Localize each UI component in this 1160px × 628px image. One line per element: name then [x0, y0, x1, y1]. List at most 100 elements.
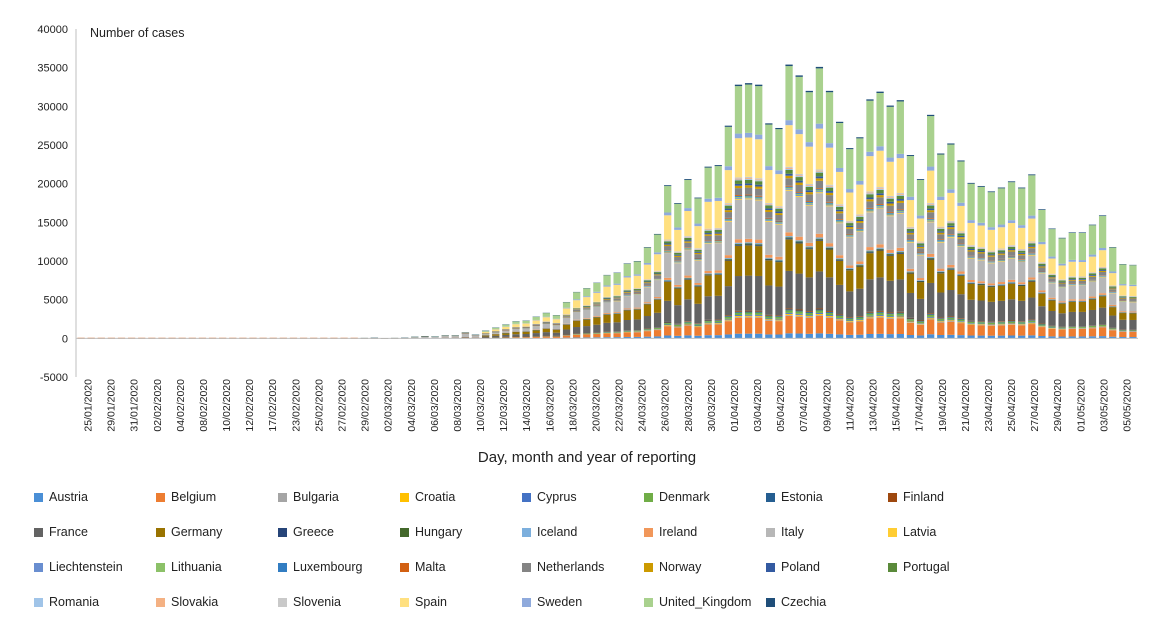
- bar-segment: [724, 170, 733, 204]
- bar-segment: [755, 139, 763, 179]
- bar-segment: [775, 207, 783, 208]
- bar-segment: [1058, 283, 1066, 287]
- bar-segment: [755, 195, 763, 197]
- bar-segment: [886, 314, 894, 317]
- bar-segment: [542, 312, 550, 317]
- bar-segment: [835, 121, 844, 123]
- bar-segment: [795, 193, 803, 195]
- bar-segment: [664, 215, 672, 240]
- bar-segment: [876, 314, 884, 316]
- bar-segment: [886, 280, 894, 313]
- bar-segment: [997, 321, 1006, 322]
- bar-segment: [674, 256, 682, 261]
- bar-segment: [481, 336, 490, 338]
- bar-segment: [684, 211, 692, 237]
- bar-segment: [906, 240, 915, 241]
- bar-segment: [583, 334, 591, 338]
- bar-segment: [856, 265, 864, 266]
- bar-segment: [957, 232, 965, 233]
- bar-segment: [765, 211, 773, 218]
- bar-segment: [573, 320, 581, 328]
- bar-segment: [1028, 280, 1036, 282]
- bar-segment: [664, 322, 672, 324]
- bar-segment: [785, 313, 793, 315]
- bar-segment: [846, 317, 854, 319]
- bar-segment: [643, 331, 652, 337]
- bar-segment: [846, 223, 854, 226]
- bar-segment: [886, 106, 894, 158]
- bar-segment: [573, 308, 581, 309]
- bar-segment: [937, 334, 945, 339]
- bar-segment: [734, 86, 743, 134]
- bar-segment: [977, 251, 985, 253]
- bar-segment: [633, 319, 641, 331]
- bar-segment: [704, 324, 712, 336]
- bar-segment: [957, 246, 965, 247]
- bar-segment: [967, 183, 975, 221]
- bar-segment: [947, 143, 955, 145]
- bar-segment: [906, 319, 915, 321]
- bar-segment: [643, 264, 652, 280]
- bar-segment: [825, 206, 834, 244]
- bar-segment: [1018, 187, 1026, 189]
- bar-segment: [846, 233, 854, 235]
- bar-segment: [603, 313, 611, 314]
- bar-segment: [603, 337, 611, 339]
- bar-segment: [593, 316, 601, 317]
- bar-segment: [937, 228, 945, 232]
- bar-segment: [734, 239, 743, 243]
- bar-segment: [775, 211, 783, 214]
- bar-segment: [947, 320, 955, 321]
- bar-segment: [937, 228, 945, 229]
- bar-segment: [957, 161, 965, 203]
- bar-segment: [694, 324, 702, 326]
- bar-segment: [967, 245, 975, 246]
- bar-segment: [815, 189, 824, 191]
- bar-segment: [623, 319, 631, 331]
- bar-segment: [664, 251, 672, 252]
- bar-segment: [653, 327, 662, 329]
- bar-segment: [1088, 328, 1097, 337]
- bar-segment: [927, 210, 935, 213]
- bar-segment: [977, 248, 985, 252]
- bar-segment: [957, 232, 965, 234]
- bar-segment: [684, 237, 692, 241]
- bar-segment: [825, 316, 834, 317]
- x-tick-label: 27/02/2020: [337, 379, 349, 432]
- bar-segment: [886, 197, 894, 199]
- bar-segment: [947, 321, 955, 335]
- bar-segment: [987, 321, 995, 323]
- bar-segment: [886, 161, 894, 196]
- bar-segment: [947, 189, 955, 193]
- bar-segment: [967, 283, 975, 300]
- bar-segment: [997, 261, 1006, 283]
- bar-segment: [1088, 326, 1097, 328]
- bar-segment: [927, 208, 935, 211]
- bar-segment: [927, 282, 935, 314]
- bar-segment: [916, 246, 925, 249]
- bar-segment: [1007, 320, 1016, 322]
- bar-segment: [825, 246, 834, 248]
- bar-segment: [876, 316, 884, 318]
- bar-segment: [1018, 261, 1026, 263]
- bar-segment: [714, 323, 722, 324]
- bar-segment: [775, 259, 783, 261]
- bar-segment: [653, 233, 662, 235]
- bar-segment: [542, 332, 550, 336]
- bar-segment: [1068, 232, 1076, 233]
- bar-segment: [835, 211, 844, 214]
- bar-segment: [937, 196, 945, 200]
- x-tick-label: 23/02/2020: [290, 379, 302, 432]
- bar-segment: [866, 194, 874, 198]
- bar-segment: [927, 220, 935, 222]
- bar-segment: [825, 147, 834, 185]
- x-tick-label: 10/03/2020: [475, 379, 487, 432]
- bar-segment: [856, 216, 864, 217]
- bar-segment: [937, 234, 945, 240]
- bar-segment: [1129, 265, 1137, 285]
- bar-segment: [846, 149, 854, 190]
- bar-segment: [795, 195, 803, 196]
- bar-segment: [714, 322, 722, 324]
- bar-segment: [927, 114, 935, 117]
- bar-segment: [623, 291, 631, 293]
